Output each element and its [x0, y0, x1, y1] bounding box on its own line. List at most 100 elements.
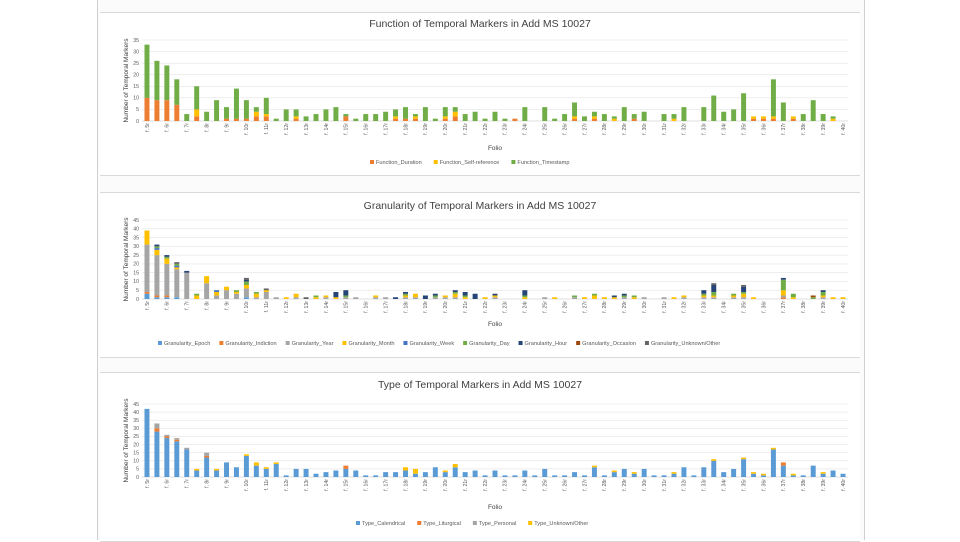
bar-segment	[144, 44, 150, 98]
bar-segment	[562, 114, 568, 121]
chart-svg: Type of Temporal Markers in Add MS 10027…	[123, 379, 848, 527]
bar-segment	[651, 475, 657, 477]
y-tick-label: 5	[136, 288, 139, 294]
x-tick-label: f. 9r	[224, 479, 230, 488]
bar-segment	[522, 297, 528, 299]
bar-segment	[701, 290, 707, 294]
bar-segment	[174, 104, 180, 121]
bar-segment	[631, 118, 637, 121]
bar-segment	[572, 297, 578, 299]
bar-segment	[462, 291, 468, 296]
bar-segment	[542, 297, 548, 299]
x-tick-label: f. 16r	[364, 479, 370, 491]
x-tick-label: f. 18r	[403, 301, 409, 313]
bar-segment	[422, 472, 428, 477]
y-tick-label: 45	[133, 402, 139, 408]
bar-segment	[432, 295, 438, 298]
y-axis-title: Number of Temporal Markers	[123, 38, 130, 123]
bar-segment	[363, 114, 369, 121]
bar-segment	[671, 114, 677, 119]
x-tick-label: f. 30r	[642, 479, 648, 491]
y-tick-label: 20	[133, 73, 139, 79]
bar-segment	[572, 472, 578, 477]
bar-segment	[582, 116, 587, 121]
bar-segment	[711, 460, 717, 477]
x-tick-label: f. 17r	[383, 301, 389, 313]
bar-segment	[224, 118, 230, 121]
bar-segment	[353, 470, 359, 477]
bar-segment	[522, 107, 528, 121]
bar-segment	[681, 297, 687, 299]
x-tick-label: f. 19r	[423, 301, 429, 313]
bar-segment	[731, 468, 737, 477]
x-tick-label: f. 10r	[244, 479, 250, 491]
bar-segment	[293, 293, 299, 298]
bar-segment	[741, 293, 747, 298]
bar-segment	[830, 297, 836, 299]
legend-swatch	[472, 521, 477, 525]
bar-segment	[164, 438, 170, 477]
x-tick-label: f. 26r	[562, 301, 568, 313]
x-tick-label: f. 25r	[543, 479, 549, 491]
bar-segment	[243, 279, 249, 282]
bar-segment	[731, 109, 737, 121]
bar-segment	[552, 297, 558, 299]
x-tick-label: f. 20r	[443, 123, 449, 135]
bar-segment	[681, 295, 687, 298]
bar-segment	[353, 297, 359, 299]
x-tick-label: f. 21r	[463, 301, 469, 313]
bar-segment	[224, 107, 230, 119]
bar-segment	[204, 276, 210, 284]
bar-segment	[820, 114, 826, 121]
bar-segment	[343, 295, 349, 298]
bar-segment	[711, 295, 717, 298]
bar-segment	[452, 291, 458, 294]
bar-segment	[174, 297, 180, 299]
bar-segment	[711, 297, 717, 299]
legend-entry: Type_Liturgical	[423, 521, 461, 527]
x-tick-label: f. 23r	[503, 123, 509, 135]
bar-segment	[611, 297, 617, 299]
bar-segment	[492, 470, 498, 477]
x-tick-label: f. 18r	[403, 123, 409, 135]
bar-segment	[194, 116, 200, 121]
bar-segment	[393, 109, 399, 117]
y-tick-label: 35	[133, 38, 139, 44]
x-tick-label: f. 21r	[463, 479, 469, 491]
bar-segment	[393, 297, 399, 299]
function-chart-panel: Function of Temporal Markers in Add MS 1…	[100, 12, 860, 176]
bar-segment	[701, 293, 707, 296]
bar-segment	[442, 295, 448, 298]
bar-segment	[224, 286, 230, 291]
bar-segment	[532, 475, 538, 477]
bar-segment	[333, 107, 339, 121]
bar-segment	[343, 116, 349, 121]
legend-entry: Granularity_Year	[292, 341, 334, 347]
bar-segment	[383, 472, 389, 477]
bar-segment	[780, 297, 786, 299]
bar-segment	[731, 297, 737, 299]
bar-segment	[373, 475, 379, 477]
legend-entry: Type_Calendrical	[362, 521, 405, 527]
x-tick-label: f. 10r	[244, 123, 250, 135]
bar-segment	[243, 455, 249, 477]
bar-segment	[422, 295, 428, 299]
bar-segment	[303, 468, 309, 477]
x-tick-label: f. 23r	[503, 301, 509, 313]
bar-segment	[164, 255, 170, 257]
bar-segment	[412, 297, 418, 299]
bar-segment	[770, 79, 776, 117]
bar-segment	[313, 114, 319, 121]
x-tick-label: f. 8r	[204, 301, 210, 310]
bar-segment	[631, 295, 637, 298]
x-tick-label: f. 27r	[582, 123, 588, 135]
bar-segment	[701, 295, 707, 298]
bar-segment	[741, 284, 747, 287]
bar-segment	[711, 284, 717, 292]
bar-segment	[253, 107, 259, 112]
bar-segment	[671, 118, 677, 121]
bar-segment	[452, 467, 458, 477]
bar-segment	[174, 441, 180, 477]
y-tick-label: 35	[133, 235, 139, 241]
legend-entry: Function_Duration	[376, 160, 422, 166]
